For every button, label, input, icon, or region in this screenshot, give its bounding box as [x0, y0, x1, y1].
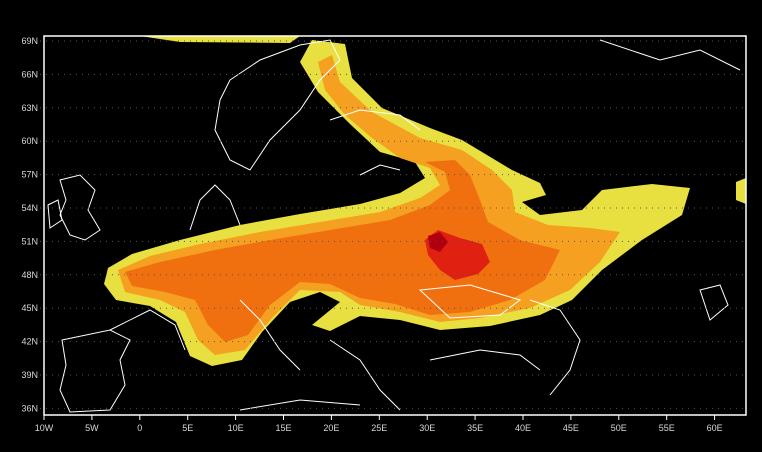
lat-tick-label: 63N	[21, 103, 38, 113]
lon-tick-label: 30E	[419, 423, 435, 433]
lon-tick-label: 50E	[611, 423, 627, 433]
plume-high	[125, 160, 560, 342]
lat-tick-label: 57N	[21, 170, 38, 180]
gridlines	[40, 40, 746, 420]
plume-low-blob-east	[736, 178, 746, 204]
lon-tick-label: 35E	[467, 423, 483, 433]
lon-tick-label: 15E	[275, 423, 291, 433]
lon-tick-label: 55E	[659, 423, 675, 433]
lat-tick-label: 42N	[21, 337, 38, 347]
lon-tick-label: 5E	[182, 423, 193, 433]
lat-tick-label: 66N	[21, 69, 38, 79]
lon-tick-label: 10E	[228, 423, 244, 433]
lon-tick-label: 5W	[85, 423, 99, 433]
lon-tick-label: 25E	[371, 423, 387, 433]
lon-tick-label: 0	[137, 423, 142, 433]
lon-tick-label: 60E	[707, 423, 723, 433]
plume-low-band-top	[140, 36, 300, 43]
lon-tick-label: 40E	[515, 423, 531, 433]
coastlines	[47, 39, 741, 413]
longitude-labels: 10W 5W 0 5E 10E 15E 20E 25E 30E 35E 40E 45E 50E 55E 60…	[35, 423, 723, 433]
lat-tick-label: 60N	[21, 136, 38, 146]
map-frame	[43, 35, 747, 416]
latitude-labels: 69N 66N 63N 60N 57N 54N 51N 48N 45N 42N 39N 36N	[21, 36, 38, 413]
lat-tick-label: 36N	[21, 403, 38, 413]
lat-tick-label: 51N	[21, 236, 38, 246]
lat-tick-label: 39N	[21, 370, 38, 380]
plume-layer	[104, 36, 746, 366]
lat-tick-label: 54N	[21, 203, 38, 213]
lat-tick-label: 48N	[21, 270, 38, 280]
plume-peak	[428, 232, 448, 252]
lat-tick-label: 69N	[21, 36, 38, 46]
lat-tick-label: 45N	[21, 303, 38, 313]
lon-tick-label: 45E	[563, 423, 579, 433]
lon-tick-label: 20E	[323, 423, 339, 433]
lon-tick-label: 10W	[35, 423, 54, 433]
